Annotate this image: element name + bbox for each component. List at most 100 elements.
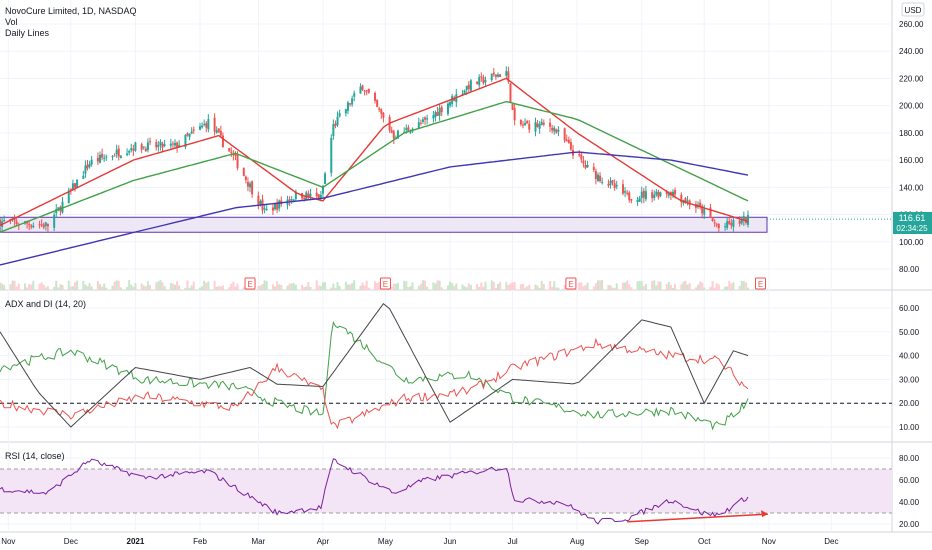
candle-body bbox=[3, 219, 6, 221]
volume-bar bbox=[607, 285, 610, 290]
candle-body bbox=[417, 122, 420, 129]
candle-body bbox=[294, 191, 297, 199]
axis-tick-label: 30.00 bbox=[899, 375, 920, 384]
volume-bar bbox=[480, 282, 483, 290]
volume-bar bbox=[242, 287, 245, 290]
volume-bar bbox=[365, 280, 368, 290]
last-price-tag: 116.61 02:34:25 bbox=[893, 212, 932, 234]
volume-bar bbox=[586, 282, 589, 290]
volume-bar bbox=[724, 286, 727, 290]
candle-body bbox=[290, 199, 293, 201]
volume-bar bbox=[263, 280, 266, 290]
volume-bar bbox=[492, 281, 495, 290]
volume-bar bbox=[638, 280, 641, 290]
candle-body bbox=[309, 193, 312, 197]
earnings-marker-label: E bbox=[568, 280, 573, 289]
currency-badge-label: USD bbox=[905, 6, 922, 15]
volume-bar bbox=[511, 282, 514, 290]
candle-body bbox=[671, 191, 674, 195]
candle-body bbox=[644, 191, 647, 200]
candle-body bbox=[480, 76, 483, 78]
candle-body bbox=[0, 219, 1, 227]
volume-bar bbox=[419, 283, 422, 290]
volume-bar bbox=[0, 282, 1, 290]
volume-bar bbox=[446, 285, 449, 290]
volume-bar bbox=[261, 284, 264, 290]
volume-bar bbox=[161, 282, 164, 290]
candle-body bbox=[405, 128, 408, 131]
candle-body bbox=[378, 108, 381, 110]
candle-body bbox=[540, 121, 543, 126]
candle-body bbox=[161, 143, 164, 148]
candle-body bbox=[507, 71, 510, 82]
volume-bar bbox=[417, 285, 420, 290]
volume-bar bbox=[346, 284, 349, 290]
candle-body bbox=[215, 130, 218, 133]
axis-tick-label: 60.00 bbox=[899, 476, 920, 485]
volume-bar bbox=[59, 284, 62, 290]
candle-body bbox=[584, 164, 587, 169]
candle-body bbox=[461, 93, 464, 95]
candle-body bbox=[99, 154, 102, 163]
ma-line-1 bbox=[0, 100, 749, 233]
rsi-axis: 20.00 40.00 60.00 80.00 bbox=[899, 454, 920, 529]
candle-body bbox=[482, 77, 485, 84]
volume-bar bbox=[119, 287, 122, 290]
volume-bar bbox=[657, 281, 660, 290]
volume-bar bbox=[24, 283, 27, 290]
volume-bar bbox=[307, 281, 310, 290]
chart-title: NovoCure Limited, 1D, NASDAQ bbox=[5, 6, 137, 16]
volume-bar bbox=[596, 280, 599, 290]
time-tick-label: Oct bbox=[698, 537, 711, 546]
volume-bar bbox=[1, 283, 4, 290]
volume-bar bbox=[134, 283, 137, 290]
volume-bar bbox=[494, 287, 497, 290]
volume-bar bbox=[513, 282, 516, 290]
candle-body bbox=[130, 148, 133, 151]
candle-body bbox=[155, 142, 158, 148]
candle-body bbox=[599, 175, 602, 182]
volume-bar bbox=[538, 287, 541, 290]
candle-body bbox=[359, 86, 362, 94]
volume-bar bbox=[234, 286, 237, 290]
rsi-legend: RSI (14, close) bbox=[5, 451, 65, 461]
earnings-marker bbox=[565, 277, 577, 290]
candle-body bbox=[259, 201, 262, 204]
candle-body bbox=[317, 194, 320, 200]
volume-bar bbox=[334, 287, 337, 290]
candle-body bbox=[174, 142, 177, 146]
volume-bar bbox=[699, 281, 702, 290]
volume-bar bbox=[653, 280, 656, 290]
candle-body bbox=[496, 74, 499, 77]
candle-body bbox=[467, 84, 470, 89]
axis-tick-label: 180.00 bbox=[899, 129, 924, 138]
volume-bar bbox=[484, 281, 487, 290]
volume-bar bbox=[478, 286, 481, 290]
volume-bar bbox=[599, 280, 602, 290]
panel-frames bbox=[0, 0, 932, 533]
volume-bar bbox=[292, 282, 295, 290]
volume-bar bbox=[519, 284, 522, 290]
candle-body bbox=[234, 154, 237, 156]
candle-body bbox=[184, 134, 187, 148]
volume-bar bbox=[726, 286, 729, 290]
support-zone-rect bbox=[0, 216, 768, 233]
volume-bar bbox=[694, 287, 697, 290]
volume-bar bbox=[682, 281, 685, 290]
volume-bar bbox=[290, 283, 293, 290]
rsi-trend-arrow bbox=[627, 513, 769, 523]
candle-body bbox=[655, 191, 658, 195]
volume-bar bbox=[330, 287, 333, 290]
rsi-trend-arrowhead bbox=[761, 510, 768, 518]
volume-bar bbox=[90, 286, 93, 290]
volume-bar bbox=[424, 280, 427, 290]
candle-body bbox=[134, 142, 137, 151]
currency-badge[interactable] bbox=[901, 2, 925, 17]
candle-body bbox=[90, 159, 93, 165]
volume-bar bbox=[132, 286, 135, 290]
volume-bar bbox=[615, 283, 618, 290]
volume-bars bbox=[0, 280, 749, 290]
volume-bar bbox=[201, 286, 204, 290]
volume-bar bbox=[207, 281, 210, 290]
